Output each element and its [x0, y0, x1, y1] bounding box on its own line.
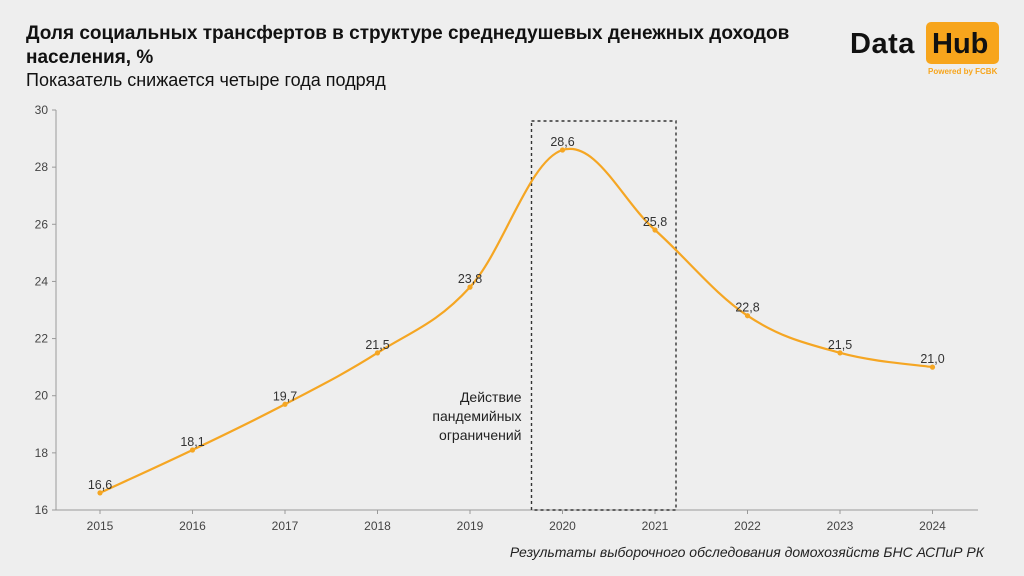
data-label: 19,7 — [273, 389, 297, 403]
x-tick-label: 2023 — [827, 519, 854, 533]
data-label: 16,6 — [88, 478, 112, 492]
data-label: 21,0 — [920, 352, 944, 366]
data-point — [652, 227, 658, 233]
y-tick-label: 18 — [35, 446, 49, 460]
data-label: 25,8 — [643, 215, 667, 229]
logo-accent-box — [926, 22, 999, 64]
y-tick-label: 26 — [35, 217, 49, 231]
y-tick-label: 20 — [35, 389, 49, 403]
annotation-text-line: пандемийных — [432, 408, 521, 424]
annotation-text-line: ограничений — [439, 427, 521, 443]
datahub-logo: Data Hub Powered by FCBK — [848, 22, 1000, 78]
y-tick-label: 22 — [35, 332, 49, 346]
y-tick-label: 16 — [35, 503, 49, 517]
data-point — [189, 447, 196, 453]
x-tick-label: 2022 — [734, 519, 761, 533]
pandemic-highlight-box — [530, 120, 677, 511]
data-point — [559, 147, 566, 153]
data-point — [929, 364, 936, 370]
x-tick-label: 2021 — [642, 519, 669, 533]
x-tick-label: 2019 — [457, 519, 484, 533]
series-line — [99, 147, 933, 494]
logo-word-hub: Hub — [932, 28, 989, 60]
data-label: 18,1 — [180, 435, 204, 449]
data-point — [282, 401, 288, 407]
data-point — [744, 313, 751, 319]
y-tick-label: 28 — [35, 160, 49, 174]
logo-powered-by: Powered by FCBK — [928, 67, 998, 76]
x-tick-label: 2015 — [87, 519, 114, 533]
x-tick-label: 2016 — [179, 519, 206, 533]
data-point — [97, 490, 103, 496]
data-label: 22,8 — [735, 301, 759, 315]
y-tick-label: 30 — [35, 103, 49, 117]
data-point — [837, 350, 843, 356]
x-tick-label: 2024 — [919, 519, 946, 533]
chart-subtitle: Показатель снижается четыре года подряд — [26, 70, 386, 90]
data-label: 21,5 — [365, 338, 389, 352]
data-point — [374, 350, 381, 356]
logo-word-data: Data — [850, 28, 915, 60]
data-label: 21,5 — [828, 338, 852, 352]
chart-title: Доля социальных трансфертов в структуре … — [26, 23, 790, 68]
data-label: 28,6 — [550, 135, 574, 149]
x-tick-label: 2018 — [364, 519, 391, 533]
data-label: 23,8 — [458, 272, 482, 286]
x-tick-label: 2020 — [549, 519, 576, 533]
source-note: Результаты выборочного обследования домо… — [509, 544, 984, 560]
data-point — [467, 284, 473, 290]
y-tick-label: 24 — [35, 274, 49, 288]
annotation-text-line: Действие — [460, 389, 522, 405]
x-tick-label: 2017 — [272, 519, 299, 533]
